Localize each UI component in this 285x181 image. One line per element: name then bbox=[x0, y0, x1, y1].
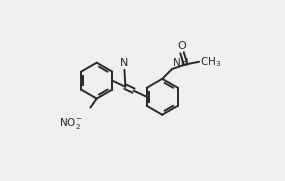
Text: CH$_3$: CH$_3$ bbox=[200, 55, 221, 69]
Text: NH: NH bbox=[173, 58, 189, 68]
Text: O: O bbox=[178, 41, 186, 51]
Text: N: N bbox=[120, 58, 129, 68]
Text: NO$_2^{-}$: NO$_2^{-}$ bbox=[59, 116, 82, 131]
